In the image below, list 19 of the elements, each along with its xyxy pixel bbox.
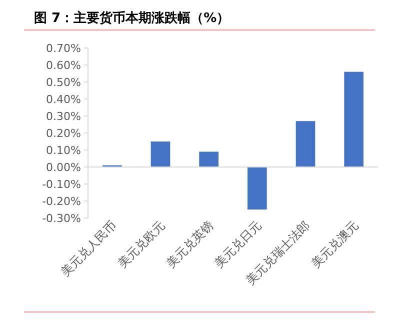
chart-title: 图 7：主要货币本期涨跌幅（%） bbox=[34, 10, 230, 26]
y-tick-label: 0.10% bbox=[46, 144, 81, 157]
y-tick-label: 0.30% bbox=[46, 110, 81, 123]
y-tick-label: 0.00% bbox=[46, 161, 81, 174]
bar bbox=[199, 152, 218, 167]
y-tick-label: 0.60% bbox=[46, 59, 81, 72]
y-tick-label: 0.20% bbox=[46, 127, 81, 140]
y-tick-label: 0.50% bbox=[46, 76, 81, 89]
x-tick-label: 美元兑欧元 bbox=[115, 218, 168, 271]
x-tick-label: 美元兑澳元 bbox=[308, 218, 361, 271]
bar bbox=[248, 167, 267, 210]
y-tick-label: 0.40% bbox=[46, 93, 81, 106]
y-tick-label: 0.70% bbox=[46, 42, 81, 55]
y-tick-label: -0.30% bbox=[42, 212, 81, 225]
bar bbox=[344, 72, 364, 167]
bar bbox=[296, 121, 316, 167]
bar bbox=[150, 142, 170, 167]
y-tick-label: -0.20% bbox=[42, 195, 81, 208]
y-tick-label: -0.10% bbox=[42, 178, 81, 191]
